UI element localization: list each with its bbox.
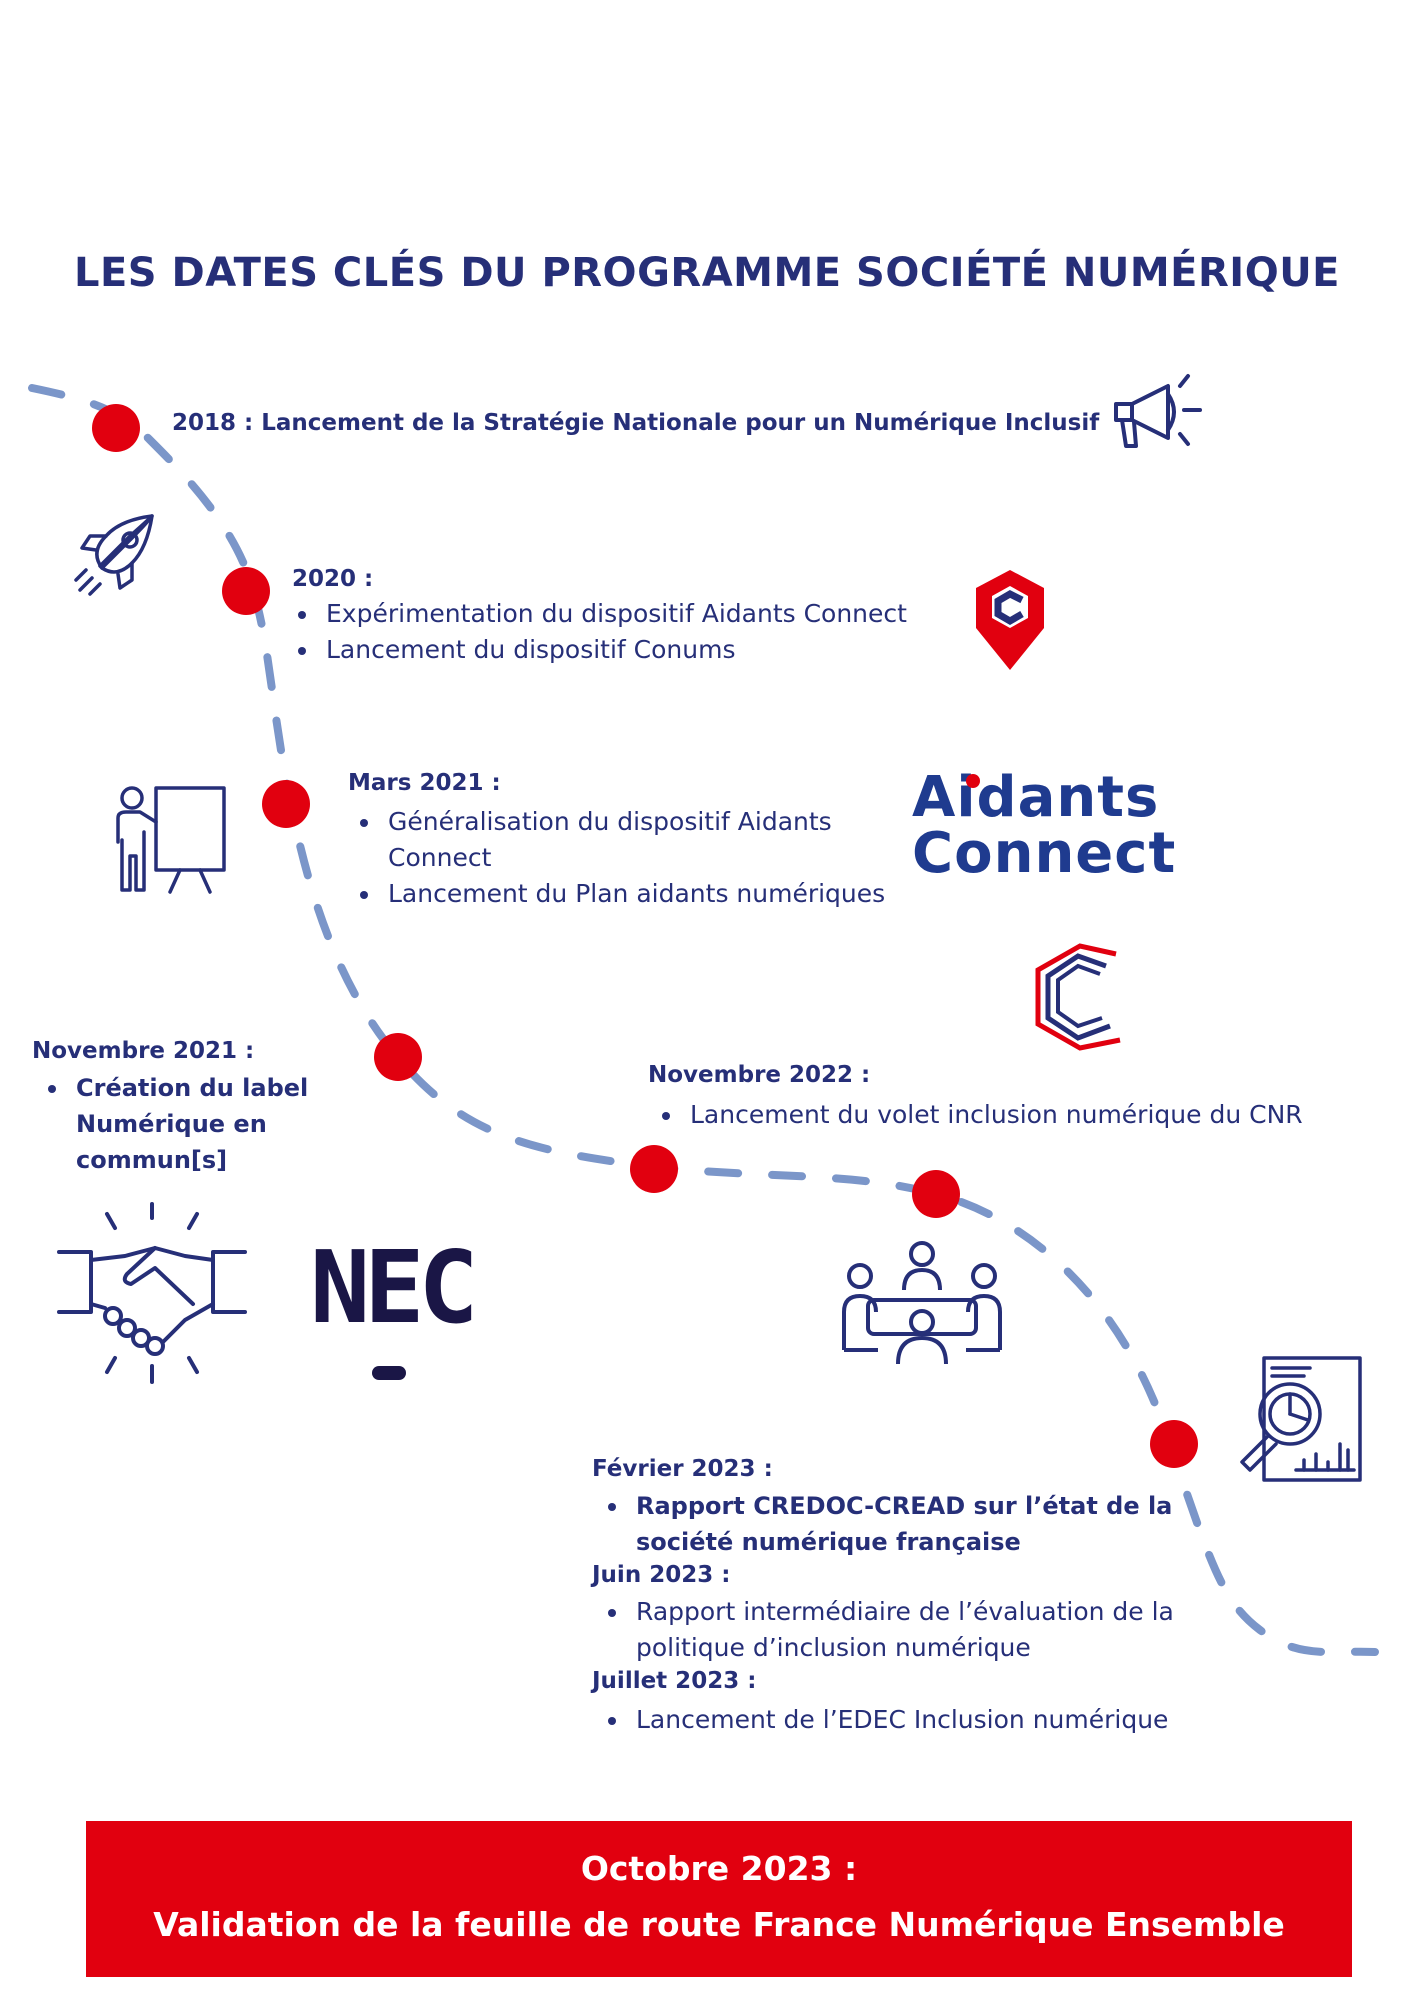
list-item: Rapport intermédiaire de l’évaluation de… bbox=[602, 1594, 1182, 1666]
page-title: LES DATES CLÉS DU PROGRAMME SOCIÉTÉ NUMÉ… bbox=[73, 250, 1340, 296]
event-fevrier-2023-heading: Février 2023 : bbox=[592, 1456, 773, 1482]
handshake-icon bbox=[57, 1202, 247, 1384]
event-novembre-2021-list: Création du label Numérique en commun[s] bbox=[42, 1070, 402, 1178]
event-novembre-2022-heading: Novembre 2022 : bbox=[648, 1062, 871, 1088]
list-item: Lancement du volet inclusion numérique d… bbox=[656, 1097, 1376, 1133]
list-item: Lancement de l’EDEC Inclusion numérique bbox=[602, 1702, 1222, 1738]
event-2020-list: Expérimentation du dispositif Aidants Co… bbox=[292, 596, 992, 668]
timeline-dot-nov-2022-b bbox=[912, 1170, 960, 1218]
nec-logo-bar bbox=[372, 1366, 406, 1380]
megaphone-icon bbox=[1114, 374, 1202, 448]
nec-logo-text: NEC bbox=[310, 1229, 479, 1346]
banner-date: Octobre 2023 : bbox=[580, 1849, 858, 1888]
banner-text: Validation de la feuille de route France… bbox=[153, 1905, 1285, 1944]
aidants-connect-logo: Aidants Connect bbox=[912, 765, 1177, 886]
event-mars-2021-list: Généralisation du dispositif Aidants Con… bbox=[354, 804, 899, 912]
rocket-icon bbox=[74, 514, 154, 596]
report-analysis-icon bbox=[1240, 1356, 1362, 1482]
list-item: Rapport CREDOC-CREAD sur l’état de la so… bbox=[602, 1488, 1182, 1560]
event-juin-2023-list: Rapport intermédiaire de l’évaluation de… bbox=[602, 1594, 1182, 1666]
nec-logo: NEC bbox=[310, 1218, 479, 1393]
list-item: Lancement du Plan aidants numériques bbox=[354, 876, 899, 912]
conclusion-banner: Octobre 2023 : Validation de la feuille … bbox=[86, 1821, 1352, 1977]
aidants-logo-dot bbox=[966, 774, 980, 788]
event-novembre-2022-list: Lancement du volet inclusion numérique d… bbox=[656, 1097, 1376, 1133]
timeline-dot-mars-2021 bbox=[262, 780, 310, 828]
list-item: Généralisation du dispositif Aidants Con… bbox=[354, 804, 899, 876]
timeline-dot-novembre-2021 bbox=[374, 1033, 422, 1081]
event-juin-2023-heading: Juin 2023 : bbox=[592, 1562, 731, 1588]
timeline-dot-2023 bbox=[1150, 1420, 1198, 1468]
event-2018-heading: 2018 : Lancement de la Stratégie Nationa… bbox=[172, 410, 1100, 436]
presentation-icon bbox=[116, 786, 226, 894]
cnr-logo bbox=[1035, 943, 1121, 1051]
event-juillet-2023-heading: Juillet 2023 : bbox=[592, 1668, 757, 1694]
event-novembre-2021-heading: Novembre 2021 : bbox=[32, 1038, 255, 1064]
timeline-dot-novembre-2022 bbox=[630, 1145, 678, 1193]
list-item: Expérimentation du dispositif Aidants Co… bbox=[292, 596, 992, 632]
event-2020-heading: 2020 : bbox=[292, 566, 374, 592]
aidants-logo-line1: Aidants bbox=[912, 765, 1160, 830]
event-juillet-2023-list: Lancement de l’EDEC Inclusion numérique bbox=[602, 1702, 1222, 1738]
aidants-logo-line2: Connect bbox=[912, 821, 1177, 886]
list-item: Création du label Numérique en commun[s] bbox=[42, 1070, 402, 1178]
conums-pin-logo bbox=[976, 570, 1044, 670]
event-mars-2021-heading: Mars 2021 : bbox=[348, 770, 501, 796]
list-item: Lancement du dispositif Conums bbox=[292, 632, 992, 668]
timeline-dot-2018 bbox=[92, 404, 140, 452]
meeting-icon bbox=[842, 1241, 1002, 1365]
event-fevrier-2023-list: Rapport CREDOC-CREAD sur l’état de la so… bbox=[602, 1488, 1182, 1560]
timeline-dot-2020 bbox=[222, 567, 270, 615]
